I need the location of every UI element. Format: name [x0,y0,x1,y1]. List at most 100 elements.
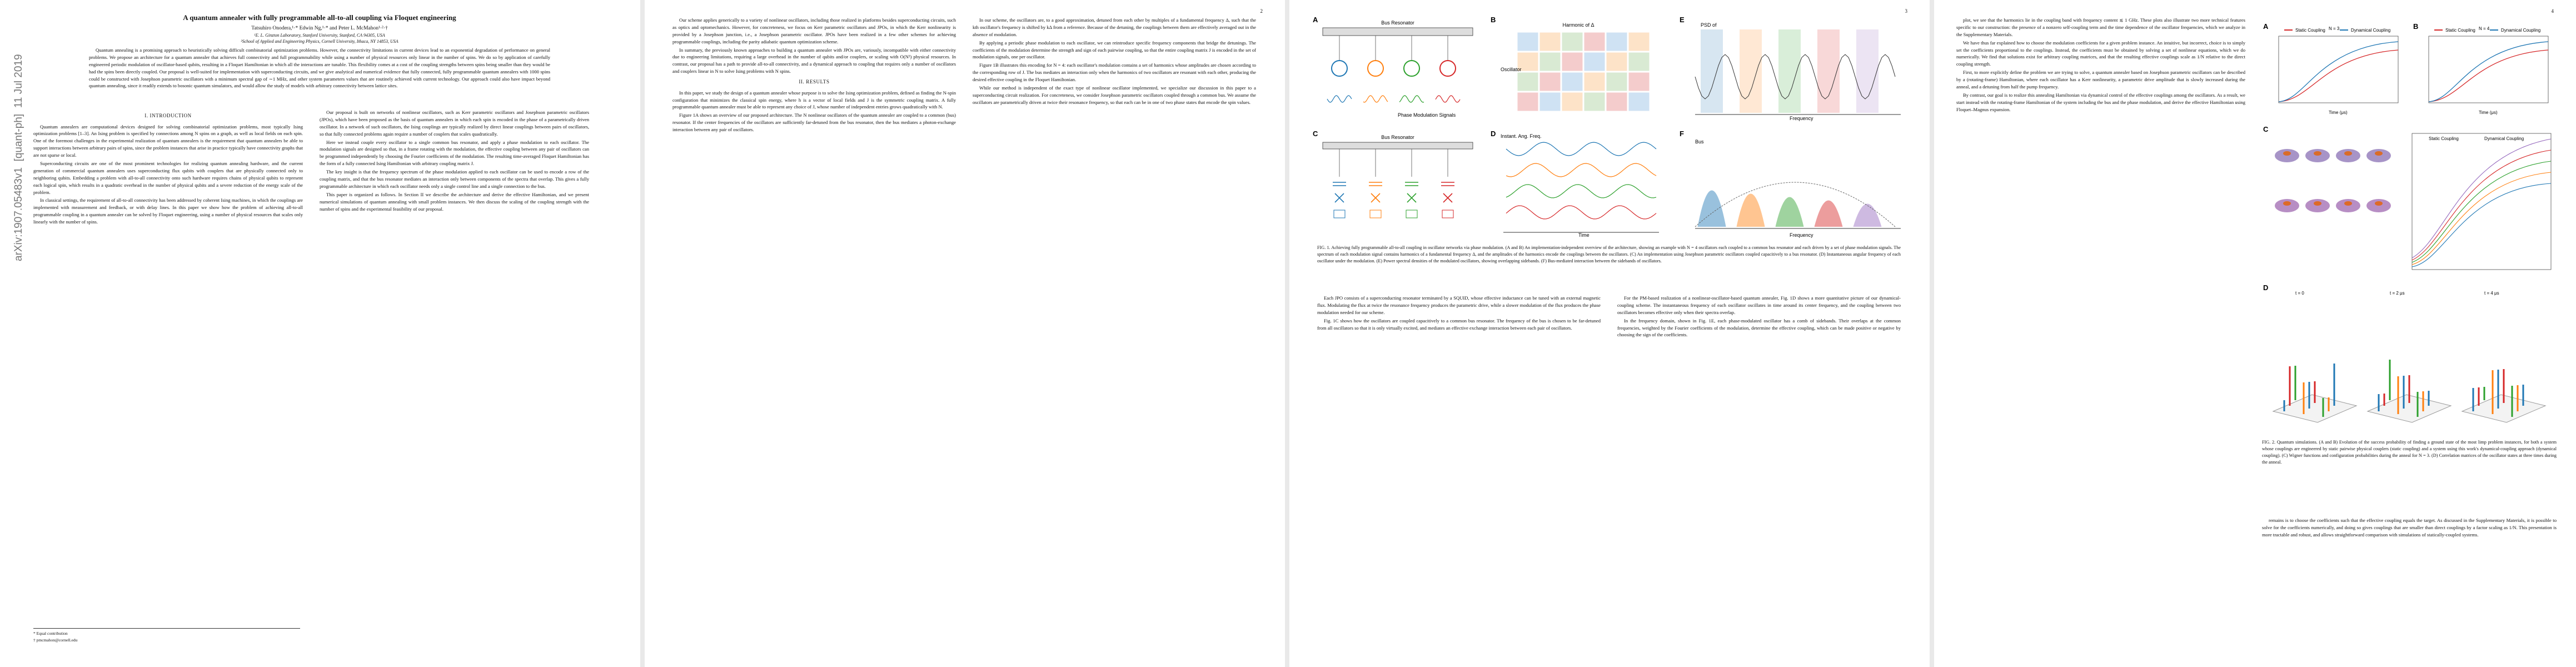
oscillator [1439,60,1456,77]
figure: A Bus Resonator Phase Modulation Signals B H… [1313,16,1901,238]
table-cell [1539,32,1561,52]
oscillator [1403,60,1420,77]
static-curve [2278,49,2399,102]
figure-label: Static Coupling [2295,28,2325,33]
modulation-signal [1327,95,1352,103]
josephson-oscillator [1405,182,1418,203]
flux-line [1406,210,1418,218]
figure-label: Phase Modulation Signals [1398,112,1456,118]
spectral-peak [1697,190,1726,227]
abstract: Quantum annealing is a promising approac… [89,47,550,89]
paragraph: In this paper, we study the design of a … [672,89,956,110]
page: 2 Our scheme applies generically to a va… [645,0,1285,667]
paragraph: By contrast, our goal is to realize this… [1956,92,2245,112]
figure-label: N = 3 [2329,26,2340,31]
modulation-signal [1399,95,1424,103]
wigner-peak [2344,201,2352,206]
probability-curve [2411,161,2552,263]
paragraph: Superconducting circuits are one of the … [33,160,303,195]
flux-line [1369,210,1382,218]
table-cell [1628,52,1650,72]
table-cell [1561,52,1583,72]
paragraph: Figure 1B illustrates this encoding for … [973,62,1256,83]
paragraph: In our scheme, the oscillators are, to a… [973,17,1256,37]
paragraph: Our proposal is built on networks of non… [320,109,589,137]
probability-curve [2411,172,2552,265]
panel-label: F [1680,130,1684,138]
flux-line [1333,210,1346,218]
table-cell [1517,32,1539,52]
figure-label: Bus [1695,139,1704,145]
paragraph: remains is to choose the coefficients su… [2262,517,2557,537]
paragraph: Fig. 1C shows how the oscillators are co… [1317,317,1601,331]
paragraph: Here we instead couple every oscillator … [320,139,589,167]
page-number: 4 [2551,8,2554,14]
frequency-band [1817,29,1840,113]
affiliation: ²School of Applied and Engineering Physi… [241,39,398,44]
figure-label: t = 2 μs [2390,291,2405,296]
bus-resonator [1322,27,1473,36]
table-cell [1628,92,1650,112]
paper-title: A quantum annealer with fully programmab… [183,13,456,22]
table-cell [1539,92,1561,112]
panel-label: D [2263,283,2268,292]
figure-label: Dynamical Coupling [2501,28,2540,33]
text-column: In our scheme, the oscillators are, to a… [973,17,1256,107]
figure-label: Dynamical Coupling [2351,28,2390,33]
paragraph: In summary, the previously known approac… [672,47,956,74]
table-cell [1517,92,1539,112]
paragraph: Each JPO consists of a superconducting r… [1317,295,1601,315]
correlation-base [2272,394,2358,423]
correlation-base [2366,394,2452,423]
footnote: † pmcmahon@cornell.edu [33,638,78,643]
table-cell [1606,92,1628,112]
paragraph: In the frequency domain, shown in Fig. 1… [1617,317,1901,338]
page: 4 plot, we see that the harmonics lie in… [1934,0,2576,667]
table-cell [1517,72,1539,92]
affiliation: ¹E. L. Ginzton Laboratory, Stanford Univ… [254,33,385,38]
plot-frame [2428,36,2549,103]
footnote: * Equal contribution [33,628,300,636]
figure-label: Time [1578,232,1590,238]
flux-line [1442,210,1454,218]
probability-curve [2411,138,2552,258]
dynamical-curve [2278,41,2399,102]
paragraph: For the PM-based realization of a nonlin… [1617,295,1901,315]
bus-resonator [1322,142,1473,150]
figure-label: Instant. Ang. Freq. [1501,133,1542,139]
figure-label: Static Coupling [2445,28,2475,33]
text-column: Our proposal is built on networks of non… [320,109,589,213]
figure-label: Frequency [1790,232,1813,238]
spectral-peak [1853,203,1882,227]
modulation-signal [1435,95,1461,103]
wigner-peak [2375,151,2383,156]
frequency-trace [1506,163,1657,177]
static-curve [2428,49,2549,102]
probability-curve [2411,183,2552,267]
wigner-peak [2344,151,2352,156]
figure-label: Dynamical Coupling [2484,136,2524,141]
paragraph: plot, we see that the harmonics lie in t… [1956,17,2245,37]
panel-label: D [1491,130,1496,138]
spectrum-curve [1695,54,1896,99]
paragraph: We have thus far explained how to choose… [1956,39,2245,67]
text-column: For the PM-based realization of a nonlin… [1617,295,1901,340]
paragraph: Figure 1A shows an overview of our propo… [672,112,956,133]
table-cell [1583,32,1606,52]
frequency-trace [1506,142,1657,156]
panel-label: A [2263,22,2269,31]
wigner-peak [2283,151,2291,156]
paragraph: In classical settings, the requirement o… [33,197,303,225]
figure-label: PSD of [1701,22,1717,28]
panel-label: B [2413,22,2418,31]
plot-frame [2278,36,2399,103]
table-cell [1539,52,1561,72]
table-cell [1606,52,1628,72]
figure-label: Time (μs) [2479,110,2498,115]
table-cell [1606,32,1628,52]
page-number: 3 [1905,8,1908,14]
figure-label: Harmonic of Δ [1562,22,1594,28]
wigner-peak [2375,201,2383,206]
text-column: I. INTRODUCTION Quantum annealers are com… [33,109,303,227]
